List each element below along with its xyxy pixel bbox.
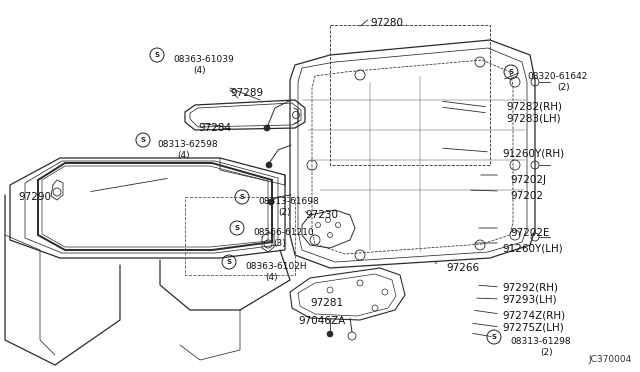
Text: 91260Y(LH): 91260Y(LH) bbox=[502, 243, 563, 253]
Text: (3): (3) bbox=[273, 239, 285, 248]
Text: (4): (4) bbox=[265, 273, 278, 282]
Circle shape bbox=[266, 162, 272, 168]
Text: S: S bbox=[227, 259, 232, 265]
Text: 97283(LH): 97283(LH) bbox=[506, 113, 561, 123]
Text: 97046ZA: 97046ZA bbox=[298, 316, 345, 326]
Text: JC370004: JC370004 bbox=[589, 355, 632, 364]
Text: 97202J: 97202J bbox=[510, 175, 546, 185]
Text: 08566-61210: 08566-61210 bbox=[253, 228, 314, 237]
Text: 97290: 97290 bbox=[18, 192, 51, 202]
Text: (2): (2) bbox=[278, 208, 291, 217]
Text: (4): (4) bbox=[177, 151, 189, 160]
Text: S: S bbox=[234, 225, 239, 231]
Text: 08313-62598: 08313-62598 bbox=[157, 140, 218, 149]
Text: 91260Y(RH): 91260Y(RH) bbox=[502, 148, 564, 158]
Text: 97280: 97280 bbox=[370, 18, 403, 28]
Circle shape bbox=[327, 331, 333, 337]
Text: 08363-61039: 08363-61039 bbox=[173, 55, 234, 64]
Text: (4): (4) bbox=[193, 66, 205, 75]
Text: 97284: 97284 bbox=[198, 123, 231, 133]
Text: 08313-61698: 08313-61698 bbox=[258, 197, 319, 206]
Text: S: S bbox=[154, 52, 159, 58]
Text: 97274Z(RH): 97274Z(RH) bbox=[502, 310, 565, 320]
Text: 08313-61298: 08313-61298 bbox=[510, 337, 571, 346]
Text: 97266: 97266 bbox=[446, 263, 479, 273]
Circle shape bbox=[264, 125, 270, 131]
Text: 97230: 97230 bbox=[305, 210, 338, 220]
Text: 97275Z(LH): 97275Z(LH) bbox=[502, 323, 564, 333]
Text: 97292(RH): 97292(RH) bbox=[502, 282, 558, 292]
Text: 08363-6102H: 08363-6102H bbox=[245, 262, 307, 271]
Text: 97289: 97289 bbox=[230, 88, 263, 98]
Text: 97202E: 97202E bbox=[510, 228, 550, 238]
Circle shape bbox=[268, 199, 274, 205]
Text: S: S bbox=[239, 194, 244, 200]
Text: 97281: 97281 bbox=[310, 298, 343, 308]
Text: 97202: 97202 bbox=[510, 191, 543, 201]
Text: (2): (2) bbox=[540, 348, 552, 357]
Text: S: S bbox=[141, 137, 145, 143]
Text: (2): (2) bbox=[557, 83, 570, 92]
Text: 08320-61642: 08320-61642 bbox=[527, 72, 588, 81]
Text: S: S bbox=[492, 334, 497, 340]
Text: 97282(RH): 97282(RH) bbox=[506, 101, 562, 111]
Text: 97293(LH): 97293(LH) bbox=[502, 294, 557, 304]
Text: S: S bbox=[509, 69, 513, 75]
